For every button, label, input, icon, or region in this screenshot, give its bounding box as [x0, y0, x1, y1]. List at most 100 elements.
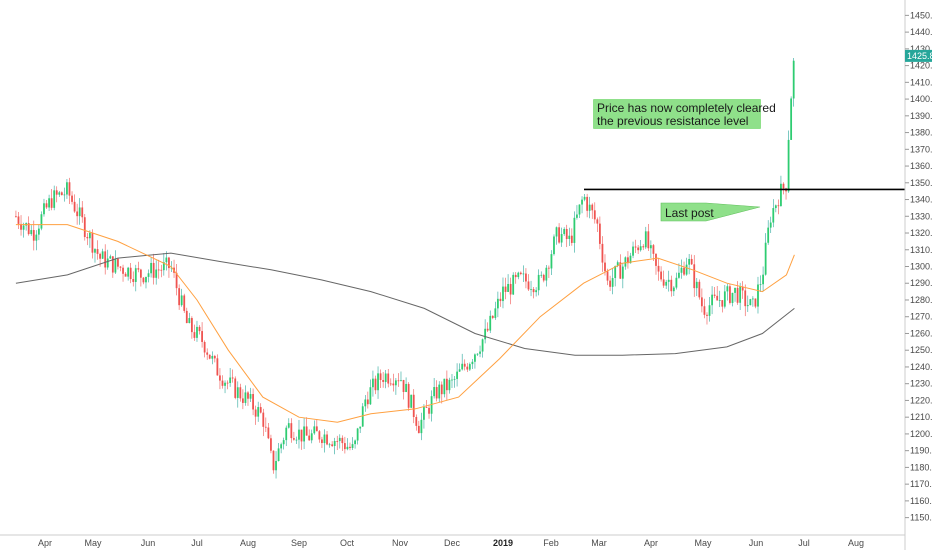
candle-body: [591, 204, 594, 211]
candle: [142, 277, 145, 285]
annotation-cleared[interactable]: Price has now completely cleared the pre…: [593, 99, 776, 129]
candle-body: [713, 294, 716, 296]
y-tick-label: 1180.00: [910, 462, 932, 472]
candle: [402, 379, 405, 400]
candle-body: [387, 373, 390, 384]
candle-body: [264, 426, 267, 428]
candle: [468, 362, 471, 372]
candle-body: [688, 258, 691, 265]
candle-body: [183, 295, 186, 311]
candle-body: [405, 383, 407, 392]
candle-body: [514, 274, 517, 278]
candle-body: [456, 371, 458, 379]
candle: [540, 271, 543, 278]
candle: [698, 279, 701, 300]
candle: [586, 193, 589, 218]
candle-body: [22, 225, 25, 230]
candle: [688, 254, 691, 275]
candle-body: [476, 353, 479, 355]
candle: [241, 389, 244, 410]
candle-body: [606, 271, 609, 281]
candle-body: [165, 257, 168, 263]
candle-body: [445, 378, 448, 391]
candle: [435, 380, 438, 402]
candle: [489, 310, 492, 334]
candle-body: [451, 379, 453, 381]
candle-body: [496, 298, 499, 309]
candle-body: [58, 192, 61, 195]
candle-body: [30, 230, 33, 235]
candle: [614, 265, 617, 287]
candle-body: [400, 380, 402, 381]
candle-body: [695, 281, 698, 289]
candle: [706, 312, 708, 325]
x-tick-label: Jul: [191, 538, 203, 548]
candle-body: [486, 328, 489, 331]
candle: [119, 266, 122, 272]
annotation-last-post[interactable]: Last post: [660, 202, 761, 222]
y-tick-label: 1450.00: [910, 10, 932, 20]
candle-body: [746, 305, 749, 307]
candle: [356, 427, 359, 445]
candle: [37, 224, 40, 241]
candle: [277, 442, 280, 462]
candle-body: [392, 383, 395, 386]
candle-body: [71, 195, 73, 202]
candle-body: [361, 406, 364, 427]
candle: [428, 404, 430, 419]
candle-body: [576, 214, 578, 218]
candle: [231, 369, 234, 383]
candle-body: [616, 262, 619, 266]
candle-body: [168, 257, 170, 269]
candle-body: [349, 446, 351, 448]
y-tick-label: 1290.00: [910, 278, 932, 288]
candle-body: [27, 223, 30, 235]
candle-body: [124, 273, 127, 277]
y-tick-label: 1370.00: [910, 144, 932, 154]
candle: [662, 270, 665, 288]
candle-body: [354, 440, 356, 445]
candle-body: [471, 361, 474, 365]
candle: [354, 439, 356, 449]
candle-body: [611, 278, 614, 287]
candle: [415, 414, 418, 431]
candle: [596, 217, 599, 233]
candle: [611, 268, 614, 295]
candle: [547, 265, 550, 278]
candle-body: [479, 351, 481, 354]
candle: [27, 216, 30, 236]
candle: [326, 430, 328, 446]
candle-body: [522, 273, 525, 275]
candle: [504, 277, 507, 300]
candle: [792, 57, 795, 107]
candle-body: [484, 328, 487, 340]
candle-body: [764, 242, 767, 275]
candle: [496, 291, 499, 318]
candle: [739, 282, 742, 311]
candle-body: [614, 265, 617, 279]
x-tick-label: Jul: [798, 538, 810, 548]
candle: [535, 287, 538, 297]
candle: [481, 338, 484, 358]
candle: [494, 301, 497, 320]
candle-body: [282, 440, 285, 445]
candle: [632, 241, 634, 259]
candle-body: [474, 354, 476, 362]
candle: [257, 401, 260, 422]
candle-body: [66, 182, 68, 195]
candle-body: [394, 380, 397, 386]
candle-body: [397, 380, 400, 382]
candle: [397, 373, 400, 387]
candle: [507, 274, 509, 292]
candle: [425, 400, 428, 409]
candle: [285, 425, 288, 447]
candle: [203, 340, 206, 358]
candle-body: [790, 98, 793, 140]
candle-body: [389, 383, 392, 385]
candle: [60, 191, 63, 196]
candle-body: [81, 207, 84, 218]
candle: [746, 295, 749, 312]
candle-body: [359, 426, 362, 429]
candle-body: [586, 196, 589, 211]
